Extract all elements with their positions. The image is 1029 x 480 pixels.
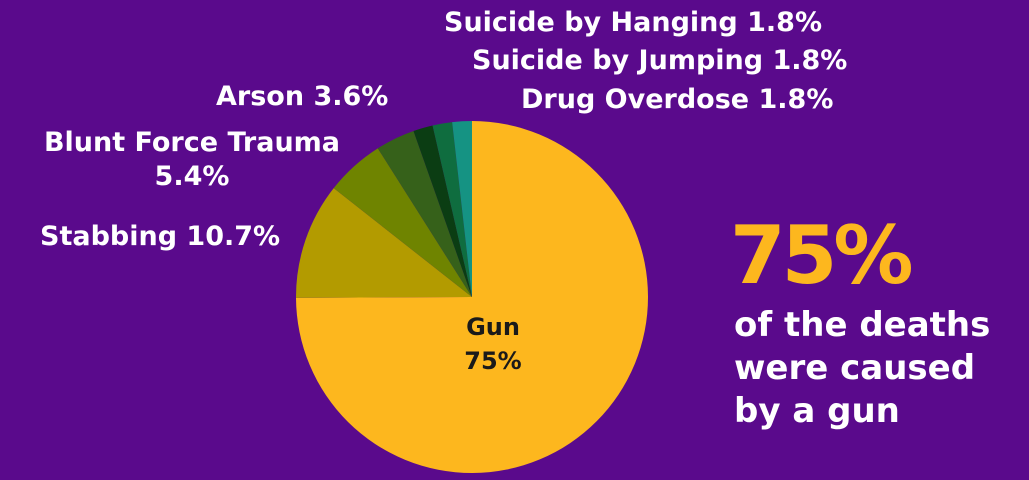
- label-gun: Gun 75%: [438, 310, 548, 378]
- label-blunt-force-trauma: Blunt Force Trauma 5.4%: [29, 126, 355, 194]
- label-suicide-hanging: Suicide by Hanging 1.8%: [444, 7, 822, 38]
- label-blunt-force-trauma-pct: 5.4%: [154, 161, 230, 192]
- label-gun-name: Gun: [466, 313, 520, 341]
- pie-slice-blunt-force-trauma: [333, 148, 472, 297]
- callout-line-2: were caused: [734, 348, 976, 388]
- pie-slice-stabbing: [296, 188, 472, 298]
- label-blunt-force-trauma-name: Blunt Force Trauma: [43, 127, 341, 158]
- callout-line-1: of the deaths: [734, 305, 991, 345]
- pie-slice-suicide-by-jumping: [432, 122, 472, 298]
- callout-big-percent: 75%: [730, 209, 913, 302]
- label-gun-pct: 75%: [464, 347, 522, 375]
- label-suicide-jumping: Suicide by Jumping 1.8%: [472, 45, 848, 76]
- pie-slice-arson: [377, 131, 472, 297]
- label-stabbing: Stabbing 10.7%: [40, 221, 281, 252]
- pie-slice-gun: [296, 121, 649, 473]
- pie-slice-suicide-by-hanging: [452, 121, 472, 297]
- pie-slice-drug-overdose: [413, 125, 472, 297]
- callout-line-3: by a gun: [734, 391, 900, 431]
- callout-text: of the deaths were caused by a gun: [734, 304, 990, 433]
- label-drug-overdose: Drug Overdose 1.8%: [521, 84, 834, 115]
- label-arson: Arson 3.6%: [216, 81, 389, 112]
